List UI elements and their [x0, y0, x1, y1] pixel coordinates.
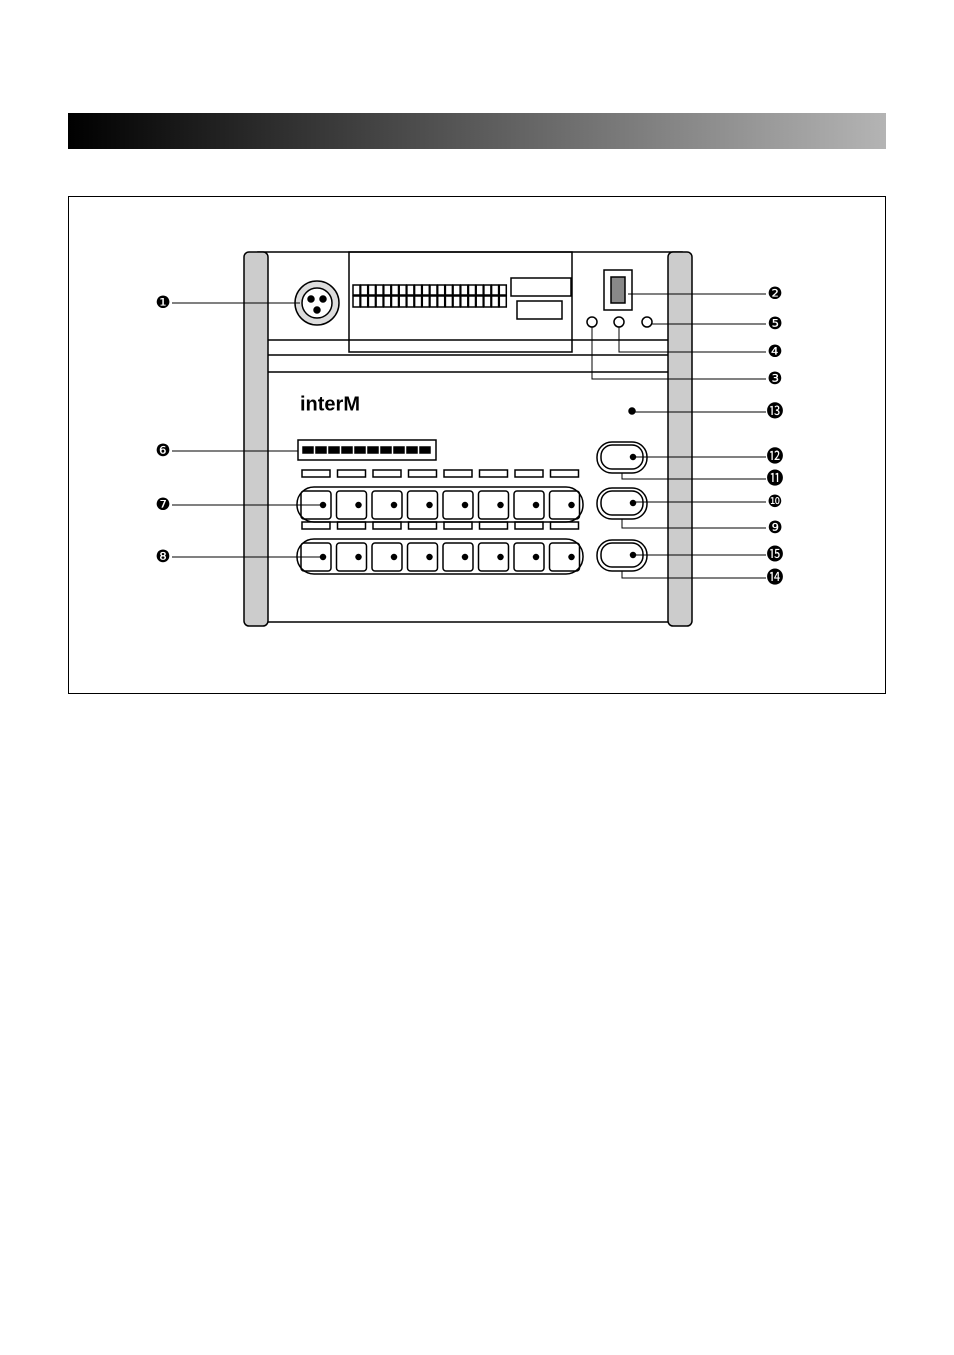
callout-number: ⓬ — [767, 447, 784, 467]
callout-number: ❻ — [155, 441, 170, 461]
leader-line — [621, 571, 766, 579]
button — [442, 490, 474, 520]
label-plate — [514, 469, 544, 478]
terminal — [498, 284, 508, 296]
button-led — [355, 501, 362, 509]
button-led — [629, 499, 637, 507]
label-plate — [372, 521, 402, 530]
figure-frame — [68, 196, 886, 694]
button-led — [355, 553, 362, 561]
callout-number: ❿ — [767, 492, 782, 512]
button-led — [461, 553, 469, 561]
label-plate — [372, 469, 402, 478]
callout-number: ❷ — [767, 284, 782, 304]
label-plate — [336, 469, 367, 478]
led — [354, 446, 366, 454]
button — [371, 542, 403, 572]
led — [419, 446, 431, 454]
button-led — [426, 553, 433, 561]
label-plate — [407, 521, 438, 530]
label-plate — [443, 521, 473, 530]
button — [406, 542, 439, 572]
leader-line — [621, 519, 766, 529]
callout-number: ❸ — [767, 369, 782, 389]
button — [513, 490, 545, 520]
label-plate — [407, 469, 438, 478]
label-plate — [478, 521, 509, 530]
button-led — [568, 553, 575, 561]
led — [393, 446, 405, 454]
callout-number: ⓭ — [767, 402, 784, 422]
label-plate — [549, 469, 580, 478]
leader-line — [621, 473, 766, 480]
button — [548, 490, 581, 520]
button-led — [461, 501, 469, 509]
label-plate — [301, 521, 331, 530]
button-led — [497, 501, 504, 509]
callout-number: ❺ — [767, 314, 782, 334]
callout-number: ❶ — [155, 293, 170, 313]
button — [371, 490, 403, 520]
callout-number: ❾ — [767, 518, 782, 538]
label-plate — [443, 469, 473, 478]
button-led — [390, 501, 398, 509]
button-led — [390, 553, 398, 561]
callout-number: ⓮ — [767, 568, 784, 588]
callout-number: ⓫ — [767, 469, 784, 489]
button — [406, 490, 439, 520]
button-led — [532, 553, 540, 561]
led — [328, 446, 340, 454]
button — [513, 542, 545, 572]
button — [335, 542, 368, 572]
button — [477, 490, 510, 520]
callout-number: ⓯ — [767, 545, 784, 565]
label-plate — [478, 469, 509, 478]
button-led — [426, 501, 433, 509]
terminal — [498, 295, 508, 308]
label-plate — [301, 469, 331, 478]
led — [341, 446, 353, 454]
header-bar — [68, 113, 886, 149]
callout-number: ❽ — [155, 547, 170, 567]
led — [367, 446, 379, 454]
button — [548, 542, 581, 572]
button — [442, 542, 474, 572]
button — [477, 542, 510, 572]
device — [243, 251, 693, 627]
callout-number: ❹ — [767, 342, 782, 362]
button-led — [568, 501, 575, 509]
button — [600, 490, 644, 516]
label-plate — [549, 521, 580, 530]
led — [380, 446, 392, 454]
led — [406, 446, 418, 454]
button-led — [532, 501, 540, 509]
logo: interM — [300, 393, 360, 415]
button-led — [497, 553, 504, 561]
label-plate — [514, 521, 544, 530]
callout-number: ❼ — [155, 495, 170, 515]
leader-line — [591, 327, 766, 380]
leader-line — [618, 327, 766, 353]
button — [335, 490, 368, 520]
led — [302, 446, 314, 454]
label-plate — [336, 521, 367, 530]
led — [315, 446, 327, 454]
